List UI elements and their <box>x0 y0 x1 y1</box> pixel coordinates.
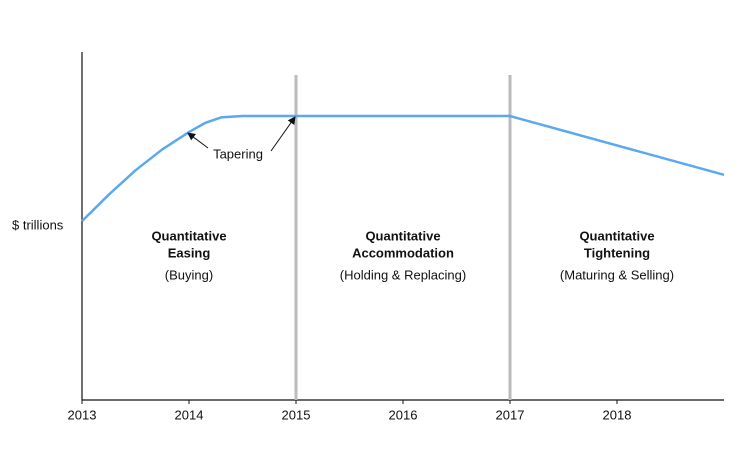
x-tick-label: 2017 <box>496 407 525 422</box>
x-tick-label: 2015 <box>282 407 311 422</box>
y-axis-label: $ trillions <box>12 217 64 232</box>
data-line <box>81 114 725 223</box>
region-title: Quantitative <box>151 228 226 243</box>
region-subtitle: (Holding & Replacing) <box>340 267 466 282</box>
annotation: Tapering <box>213 146 263 161</box>
annotation-arrow <box>187 132 209 149</box>
region-title: Quantitative <box>579 228 654 243</box>
region-subtitle: (Maturing & Selling) <box>560 267 674 282</box>
x-tick-label: 2013 <box>68 407 97 422</box>
x-tick-label: 2014 <box>175 407 204 422</box>
region-subtitle: (Buying) <box>165 267 213 282</box>
region-title: Quantitative <box>365 228 440 243</box>
region-title: Easing <box>168 245 211 260</box>
annotation-arrow <box>270 116 296 152</box>
x-tick-label: 2018 <box>603 407 632 422</box>
region-title: Accommodation <box>352 245 454 260</box>
region-title: Tightening <box>584 245 650 260</box>
x-tick-label: 2016 <box>389 407 418 422</box>
